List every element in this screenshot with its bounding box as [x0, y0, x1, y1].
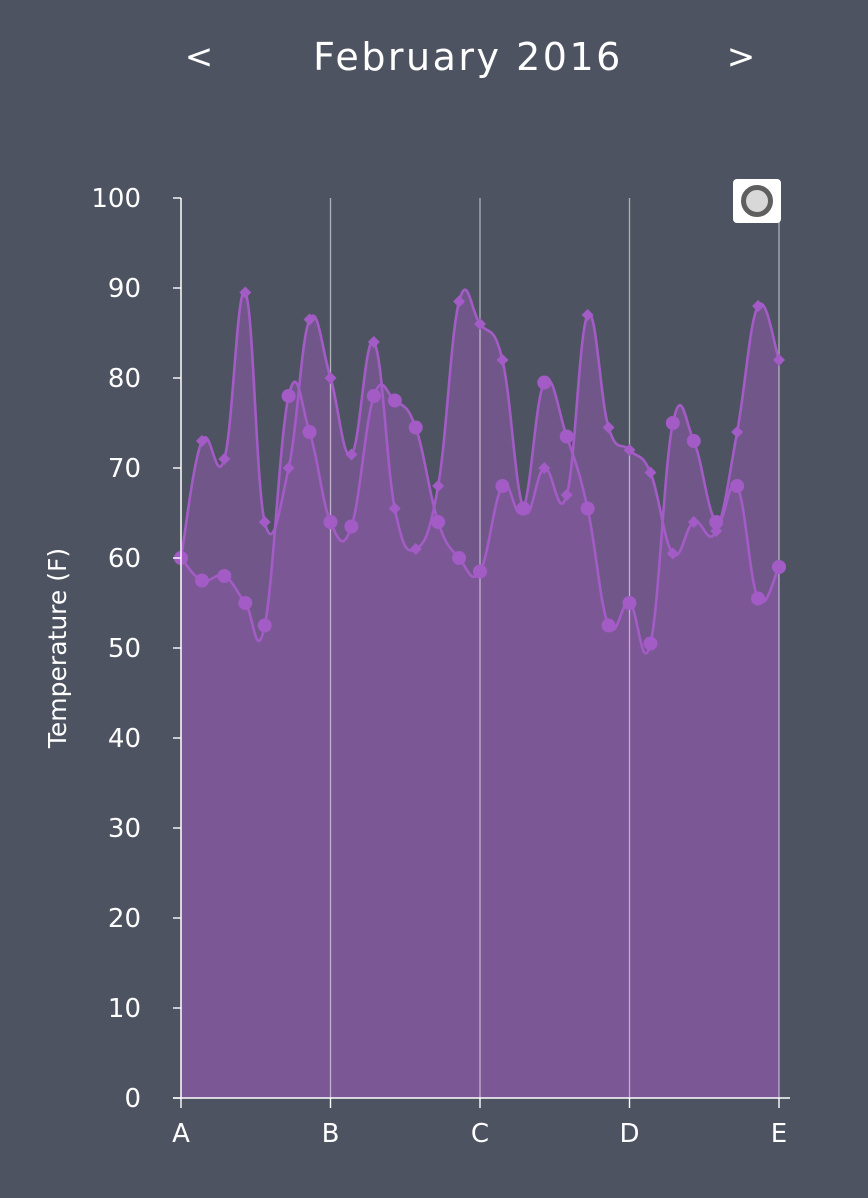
data-point[interactable] [409, 543, 422, 555]
data-point[interactable] [258, 516, 271, 528]
data-point[interactable] [581, 309, 594, 321]
data-point[interactable] [239, 286, 252, 299]
y-tick-label: 30 [108, 814, 141, 844]
data-point[interactable] [281, 389, 296, 403]
x-tick-label: E [771, 1119, 787, 1149]
data-point[interactable] [496, 354, 509, 366]
data-point[interactable] [537, 375, 552, 390]
data-point[interactable] [516, 501, 531, 516]
data-point[interactable] [644, 466, 657, 479]
data-point[interactable] [622, 596, 637, 610]
data-point[interactable] [686, 434, 701, 448]
data-point[interactable] [366, 389, 381, 403]
data-point[interactable] [580, 501, 595, 516]
y-tick-label: 80 [108, 364, 141, 394]
data-point[interactable] [623, 444, 636, 456]
series-line-2 [180, 378, 781, 655]
data-point[interactable] [345, 448, 358, 461]
y-tick-label: 20 [108, 904, 141, 934]
data-point[interactable] [195, 435, 208, 447]
data-point[interactable] [194, 573, 209, 588]
data-point[interactable] [257, 618, 272, 633]
x-tick-label: B [322, 1119, 340, 1149]
y-tick-label: 70 [108, 454, 141, 484]
x-tick-label: C [471, 1119, 489, 1149]
data-point[interactable] [431, 515, 446, 529]
data-point[interactable] [559, 429, 574, 444]
data-point[interactable] [453, 295, 466, 308]
x-tick-label: D [619, 1119, 639, 1149]
data-point[interactable] [731, 426, 744, 438]
previous-month-button[interactable]: < [184, 37, 214, 77]
data-point[interactable] [432, 480, 445, 492]
y-tick-label: 0 [124, 1084, 141, 1114]
data-point[interactable] [324, 372, 337, 384]
data-point[interactable] [730, 479, 745, 493]
data-point[interactable] [344, 519, 359, 534]
data-point[interactable] [538, 462, 551, 474]
data-point[interactable] [709, 515, 724, 529]
y-tick-label: 60 [108, 544, 141, 574]
data-point[interactable] [601, 618, 616, 633]
data-point[interactable] [772, 560, 786, 574]
data-point[interactable] [452, 551, 467, 565]
data-point[interactable] [218, 453, 231, 465]
data-point[interactable] [643, 636, 658, 651]
data-point[interactable] [302, 425, 317, 439]
x-tick-label: A [172, 1119, 190, 1149]
data-point[interactable] [666, 547, 679, 560]
y-axis-title: Temperature (F) [43, 548, 72, 749]
month-title: February 2016 [313, 35, 623, 79]
data-point[interactable] [687, 516, 700, 528]
y-tick-label: 10 [108, 994, 141, 1024]
data-point[interactable] [495, 479, 510, 493]
data-point[interactable] [665, 416, 680, 430]
data-point[interactable] [367, 336, 380, 348]
data-point[interactable] [773, 354, 785, 366]
legend-toggle-button[interactable] [733, 179, 781, 223]
radio-circle-icon [741, 185, 773, 217]
data-point[interactable] [473, 564, 487, 579]
data-point[interactable] [303, 313, 316, 326]
data-point[interactable] [751, 591, 766, 606]
data-point[interactable] [408, 420, 423, 435]
data-point[interactable] [217, 569, 232, 583]
y-tick-label: 100 [91, 184, 141, 214]
data-point[interactable] [323, 515, 338, 529]
data-point[interactable] [560, 489, 573, 501]
y-tick-label: 40 [108, 724, 141, 754]
data-point[interactable] [388, 502, 401, 515]
next-month-button[interactable]: > [726, 37, 756, 77]
data-point[interactable] [282, 462, 295, 474]
data-point[interactable] [602, 421, 615, 434]
y-tick-label: 50 [108, 634, 141, 664]
data-point[interactable] [752, 300, 765, 312]
y-tick-label: 90 [108, 274, 141, 304]
data-point[interactable] [387, 393, 402, 408]
data-point[interactable] [238, 596, 253, 610]
data-point[interactable] [474, 318, 486, 330]
